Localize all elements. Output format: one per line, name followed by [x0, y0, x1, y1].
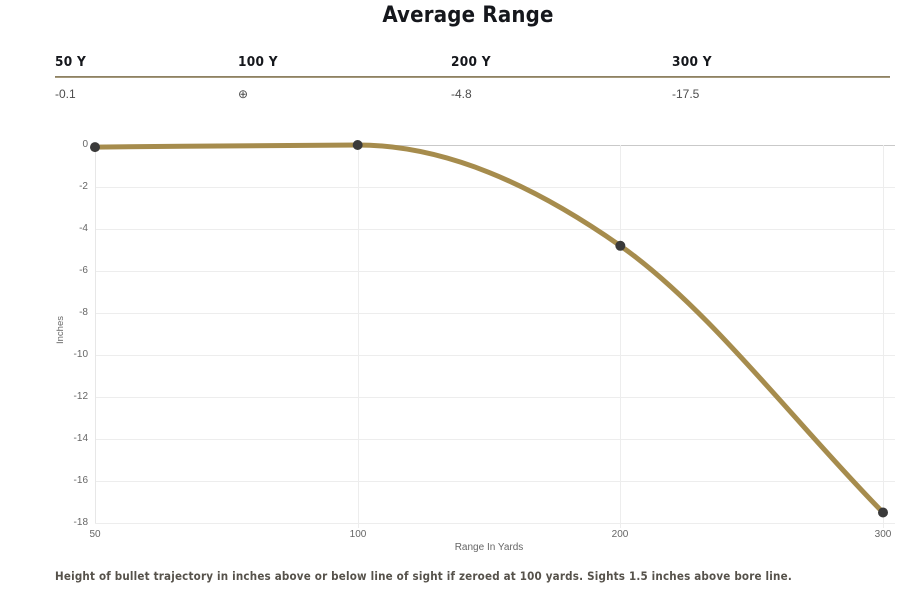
x-tick-label: 200 — [611, 529, 629, 540]
y-tick-label: -18 — [73, 517, 88, 528]
y-tick-label: -12 — [73, 391, 88, 402]
summary-col-50y: 50 Y -0.1 — [55, 54, 255, 102]
y-tick-label: -4 — [79, 223, 88, 234]
gridline — [95, 271, 895, 272]
summary-col-value: -17.5 — [672, 87, 700, 101]
y-tick-label: -8 — [79, 307, 88, 318]
gridline — [95, 481, 895, 482]
trajectory-line — [92, 142, 886, 515]
y-tick-label: -14 — [73, 433, 88, 444]
gridline — [95, 397, 895, 398]
gridline-y0 — [95, 145, 895, 146]
y-tick-label: -16 — [73, 475, 88, 486]
gridline — [95, 313, 895, 314]
gridline — [95, 523, 895, 524]
gridline-x300 — [883, 145, 884, 528]
summary-col-header: 300 Y — [672, 54, 712, 70]
summary-col-header: 50 Y — [55, 54, 87, 70]
gridline — [95, 439, 895, 440]
y-tick-label: 0 — [82, 139, 88, 150]
page-title: Average Range — [382, 3, 554, 28]
y-tick-label: -2 — [79, 181, 88, 192]
x-axis-title: Range In Yards — [454, 542, 524, 553]
y-axis-title: Inches — [55, 316, 66, 344]
gridline-x100 — [358, 145, 359, 528]
x-tick-label: 50 — [89, 529, 101, 540]
y-tick-label: -10 — [73, 349, 88, 360]
gridline — [95, 355, 895, 356]
summary-col-value: -4.8 — [451, 87, 472, 101]
x-tick-label: 100 — [349, 529, 367, 540]
gridline-x200 — [620, 145, 621, 528]
y-axis-line — [95, 145, 96, 523]
summary-col-header: 200 Y — [451, 54, 491, 70]
zero-sight-icon: ⊕ — [238, 87, 249, 101]
summary-col-100y: 100 Y ⊕ — [238, 54, 438, 102]
summary-col-300y: 300 Y -17.5 — [672, 54, 872, 102]
gridline — [95, 187, 895, 188]
footnote: Height of bullet trajectory in inches ab… — [55, 569, 792, 583]
summary-col-value: -0.1 — [55, 87, 76, 101]
summary-col-header: 100 Y — [238, 54, 278, 70]
summary-col-200y: 200 Y -4.8 — [451, 54, 651, 102]
y-tick-label: -6 — [79, 265, 88, 276]
summary-divider — [55, 76, 890, 78]
x-tick-label: 300 — [874, 529, 892, 540]
gridline — [95, 229, 895, 230]
